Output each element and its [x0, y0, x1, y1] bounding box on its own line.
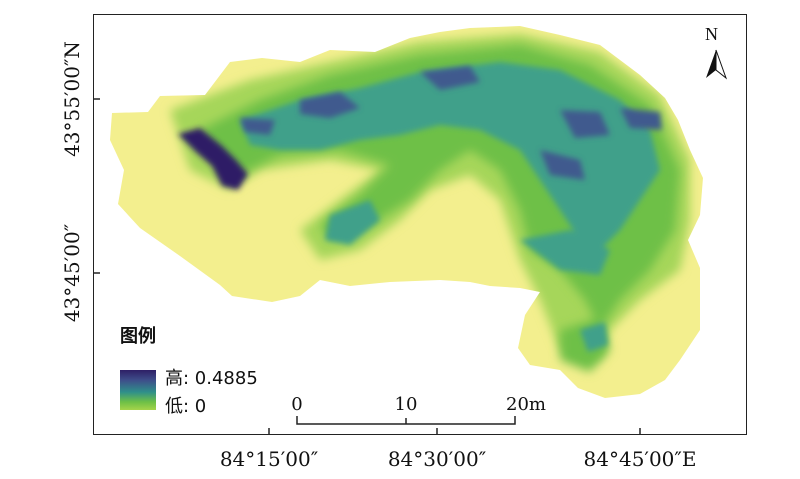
high-value-zone: [178, 128, 248, 190]
scale-label-0: 0: [291, 394, 303, 415]
x-tick-label-1: 84°15′00″: [219, 447, 319, 471]
y-tick-label-2: 43°45′00″: [60, 223, 84, 323]
legend-color-bar: [120, 370, 156, 410]
legend-low-label: 低: 0: [165, 396, 207, 417]
legend-title: 图例: [120, 326, 156, 347]
legend-high-label: 高: 0.4885: [165, 368, 258, 389]
scale-label-10: 10: [394, 394, 418, 415]
blue-zone: [240, 66, 662, 180]
x-tick-label-2: 84°30′00″: [387, 447, 487, 471]
x-tick-label-3: 84°45′00″E: [583, 447, 697, 471]
north-label: N: [705, 24, 718, 44]
scale-bar: [296, 416, 516, 425]
scale-label-20: 20m: [506, 394, 546, 415]
axis-ticks: [93, 98, 641, 435]
north-arrow-icon: [706, 49, 728, 80]
y-tick-label-1: 43°55′00″N: [60, 41, 84, 157]
